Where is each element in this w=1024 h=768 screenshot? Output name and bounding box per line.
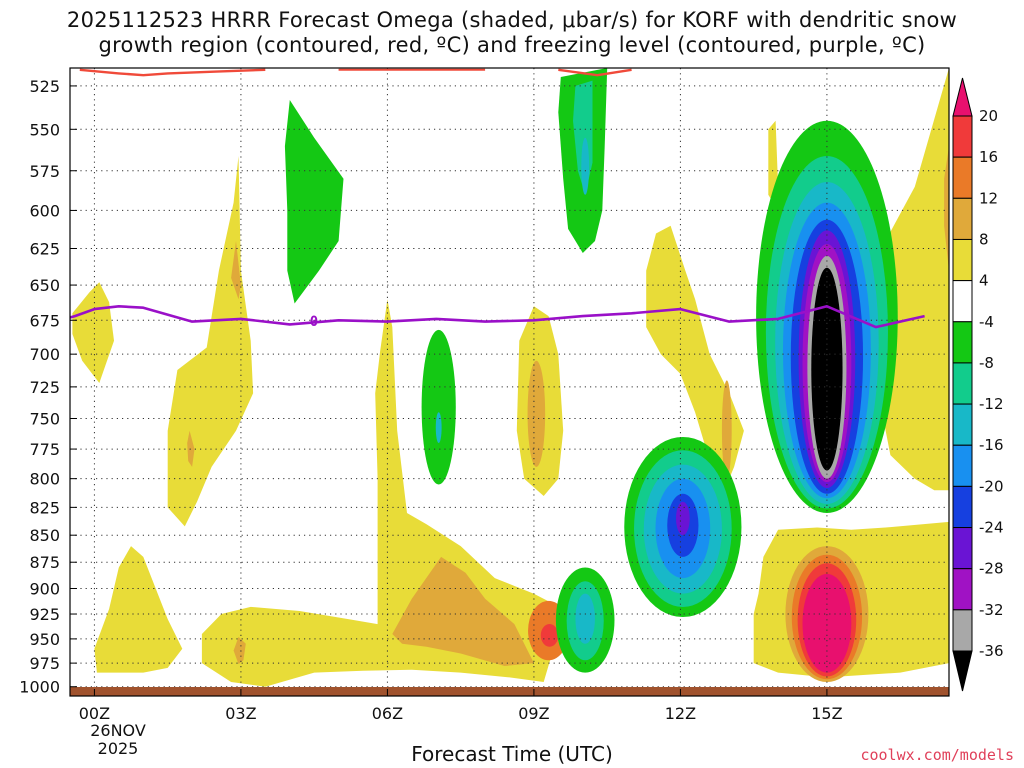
colorbar-label--36: -36 [979,642,1004,660]
colorbar-segment-1 [952,115,973,158]
y-tick-label-575: 575 [29,162,60,181]
omega-region-gold-09z [527,360,546,467]
y-tick-label-750: 750 [29,409,60,428]
omega-region-gold-low-03z [233,636,246,665]
omega-region-yellow-0z [72,282,114,383]
colorbar-label--32: -32 [979,601,1004,619]
omega-region-cyan-10z-lower [575,593,595,644]
colorbar-label--4: -4 [979,313,994,331]
omega-region-green-04z [284,100,344,304]
y-tick-label-800: 800 [29,470,60,489]
y-tick-label-925: 925 [29,605,60,624]
date-label-year: 2025 [98,739,139,758]
colorbar-segment-12 [952,568,973,611]
x-tick-label-06Z: 06Z [372,704,403,723]
colorbar-segment-7 [952,362,973,405]
y-tick-label-850: 850 [29,526,60,545]
dendritic-growth-line-09z [558,68,632,77]
y-tick-label-600: 600 [29,201,60,220]
colorbar-bottom-arrow [952,650,973,692]
colorbar-label-4: 4 [979,272,989,290]
omega-region-gold-02z [187,430,195,467]
pressure-axis: 525 550 575 600 625 650 675 700 725 750 775 800 825 8… [19,77,77,697]
colorbar-segment-13 [952,609,973,652]
y-tick-label-950: 950 [29,630,60,649]
grid-lines [70,68,949,696]
colorbar-label--12: -12 [979,395,1004,413]
omega-region-cyan-07z [435,412,442,444]
title-line-1: 2025112523 HRRR Forecast Omega (shaded, … [66,8,958,32]
x-axis-label: Forecast Time (UTC) [411,742,613,766]
colorbar-segment-4 [952,238,973,282]
contour-lines [70,68,925,329]
plot-frame [69,67,950,697]
title-line-2: growth region (contoured, red, ºC) and f… [98,33,926,57]
x-tick-label-00Z: 00Z [79,704,110,723]
freezing-level-line [70,305,925,329]
colorbar-label--28: -28 [979,560,1004,578]
colorbar-segment-2 [952,156,973,199]
y-tick-label-1000: 1000 [19,678,60,697]
colorbar-label-12: 12 [979,189,998,207]
omega-shaded-field [72,68,949,687]
colorbar-label-16: 16 [979,148,998,166]
colorbar-segment-5 [952,280,973,323]
y-tick-label-775: 775 [29,440,60,459]
y-tick-label-900: 900 [29,579,60,598]
colorbar-label--20: -20 [979,477,1004,495]
omega-region-gold-07z [392,556,534,666]
colorbar-top-arrow [952,77,973,117]
x-tick-label-15Z: 15Z [811,704,842,723]
colorbar: 20 16 12 8 4 -4 -8 -12 -16 -20 -24 -28 -32 -36 [952,77,1004,692]
colorbar-label--24: -24 [979,519,1004,537]
colorbar-segment-6 [952,321,973,364]
colorbar-segment-10 [952,485,973,529]
x-tick-label-03Z: 03Z [225,704,256,723]
colorbar-label-8: 8 [979,230,989,248]
time-axis: 00Z 03Z 06Z 09Z 12Z 15Z [79,689,843,723]
colorbar-segment-3 [952,197,973,240]
omega-region-yellow-12z [646,225,744,491]
omega-region-gold-03z [231,241,241,300]
y-tick-label-625: 625 [29,239,60,258]
freezing-level-label: 0 [310,314,318,330]
y-tick-label-550: 550 [29,120,60,139]
date-label-day: 26NOV [90,721,146,740]
colorbar-label--8: -8 [979,354,994,372]
y-tick-label-825: 825 [29,498,60,517]
y-tick-label-675: 675 [29,311,60,330]
y-tick-label-725: 725 [29,378,60,397]
omega-region-yellow-low-00z [94,546,183,673]
omega-region-gold-13z [721,380,732,479]
chart-title: 2025112523 HRRR Forecast Omega (shaded, … [0,8,1024,58]
dendritic-growth-line [79,68,266,77]
omega-negative-15z-ring-8 [811,267,843,471]
omega-region-red-09z [540,624,559,647]
omega-region-gold-17z [944,146,949,271]
credit-link[interactable]: coolwx.com/models [860,746,1014,764]
omega-region-cyan-10z-upper [581,137,590,195]
x-tick-label-12Z: 12Z [665,704,696,723]
omega-negative-12z-ring-5 [676,501,690,536]
colorbar-segment-8 [952,403,973,446]
colorbar-label-20: 20 [979,107,998,125]
x-tick-label-09Z: 09Z [518,704,549,723]
y-tick-label-650: 650 [29,276,60,295]
omega-positive-core-ring-3 [802,573,852,673]
colorbar-segment-9 [952,444,973,487]
omega-region-yellow-02z [167,156,254,527]
colorbar-label--16: -16 [979,436,1004,454]
ground-terrain [70,687,949,696]
colorbar-segment-11 [952,527,973,570]
y-tick-label-525: 525 [29,77,60,96]
omega-region-green-07z [421,329,456,485]
y-tick-label-875: 875 [29,553,60,572]
y-tick-label-700: 700 [29,345,60,364]
y-tick-label-975: 975 [29,654,60,673]
